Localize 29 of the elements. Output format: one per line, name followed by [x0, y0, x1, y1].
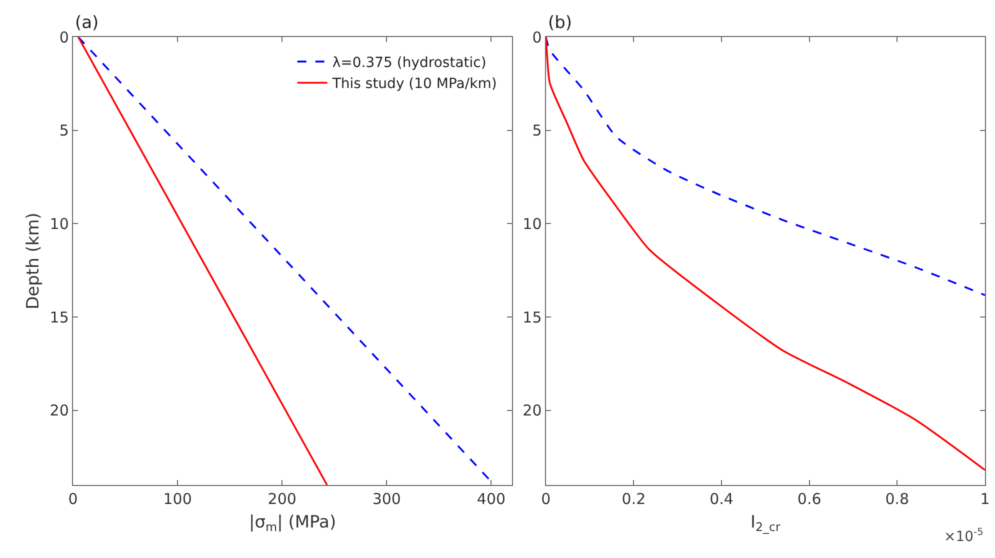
chart-title: (b)	[548, 13, 572, 33]
x-tick-label: 100	[163, 490, 192, 508]
y-tick-label: 15	[50, 308, 69, 326]
y-tick-label: 0	[59, 28, 69, 46]
line-series	[546, 37, 985, 296]
text: ×10$^{-5}$	[944, 527, 984, 545]
x-tick-label: 0.4	[710, 490, 734, 508]
x-tick-label: 1	[980, 490, 990, 508]
y-tick-label: 20	[522, 402, 542, 420]
x-tick-label: 0.2	[622, 490, 646, 508]
x-axis-title: |σ$_{m}$| (MPa)	[249, 512, 336, 534]
y-tick-label: 0	[532, 28, 542, 46]
y-axis-title: Depth (km)	[23, 212, 44, 310]
legend-label: This study (10 MPa/km)	[331, 76, 497, 92]
y-tick-label: 10	[50, 214, 69, 233]
y-tick-label: 10	[522, 214, 542, 233]
x-tick-label: 200	[268, 490, 296, 508]
line-series	[546, 37, 985, 471]
x-tick-label: 0.8	[885, 490, 910, 508]
x-tick-label: 400	[476, 490, 506, 508]
y-tick-label: 15	[522, 308, 542, 326]
y-tick-label: 5	[532, 122, 542, 140]
chart-title: (a)	[75, 13, 99, 33]
y-tick-label: 5	[59, 122, 69, 140]
y-tick-label: 20	[50, 402, 69, 420]
legend-label: λ=0.375 (hydrostatic)	[332, 55, 486, 72]
x-tick-label: 300	[372, 490, 401, 508]
x-tick-label: 0.6	[797, 490, 822, 508]
x-axis-title: I$_{2_cr}$	[750, 512, 781, 534]
